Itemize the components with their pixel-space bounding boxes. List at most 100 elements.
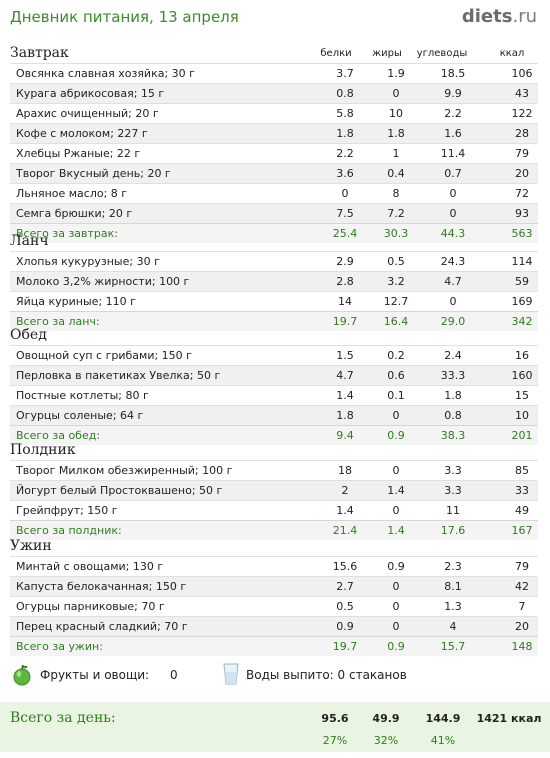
meal-total-row-kcal: 201 xyxy=(511,429,533,442)
food-row-kcal: 28 xyxy=(515,127,529,140)
food-row-protein: 2 xyxy=(341,484,349,497)
food-row-label: Арахис очищенный; 20 г xyxy=(16,107,159,120)
meal-section: Полдник Творог Милком обезжиренный; 100 г… xyxy=(10,441,538,540)
food-row-label: Кофе с молоком; 227 г xyxy=(16,127,148,140)
meal-title: Обед xyxy=(10,327,47,343)
food-row-fat: 0 xyxy=(392,464,400,477)
food-row: Творог Милком обезжиренный; 100 г 18 0 3.3 8… xyxy=(10,460,538,480)
food-row-protein: 0 xyxy=(341,187,349,200)
food-row-label: Постные котлеты; 80 г xyxy=(16,389,149,402)
food-row-fat: 0.9 xyxy=(387,560,405,573)
meal-section: Завтрак Овсянка славная хозяйка; 30 г 3.7 1… xyxy=(10,44,538,243)
food-row-kcal: 85 xyxy=(515,464,529,477)
food-row-protein: 1.5 xyxy=(336,349,354,362)
food-row-carbs: 2.2 xyxy=(444,107,462,120)
meal-total-row-carbs: 29.0 xyxy=(440,315,466,328)
day-fat: 49.9 xyxy=(372,712,400,725)
food-row-label: Хлопья кукурузные; 30 г xyxy=(16,255,160,268)
meal-total-row-label: Всего за обед: xyxy=(16,429,101,442)
food-row-label: Капуста белокачанная; 150 г xyxy=(16,580,187,593)
meal-total-row: Всего за обед: 9.4 0.9 38.3 201 xyxy=(10,425,538,445)
food-row-label: Творог Милком обезжиренный; 100 г xyxy=(16,464,233,477)
day-kcal: 1421 ккал xyxy=(476,712,542,725)
food-row-fat: 0 xyxy=(392,600,400,613)
food-row-label: Перец красный сладкий; 70 г xyxy=(16,620,188,633)
food-row-protein: 2.9 xyxy=(336,255,354,268)
water-label: Воды выпито: 0 стаканов xyxy=(246,668,407,682)
food-row-label: Огурцы парниковые; 70 г xyxy=(16,600,165,613)
meal-total-row-fat: 0.9 xyxy=(387,640,405,653)
meal-section: Ужин Минтай с овощами; 130 г 15.6 0.9 2.3 79 К… xyxy=(10,537,538,656)
meal-total-row: Всего за завтрак: 25.4 30.3 44.3 563 xyxy=(10,223,538,243)
meal-total-row-carbs: 15.7 xyxy=(440,640,466,653)
meal-total-row: Всего за полдник: 21.4 1.4 17.6 167 xyxy=(10,520,538,540)
food-row-carbs: 1.3 xyxy=(444,600,462,613)
food-row-protein: 1.8 xyxy=(336,409,354,422)
food-row: Творог Вкусный день; 20 г 3.6 0.4 0.7 20 xyxy=(10,163,538,183)
food-row-carbs: 11.4 xyxy=(440,147,466,160)
food-row-carbs: 3.3 xyxy=(444,484,462,497)
day-total-label: Всего за день: xyxy=(10,710,116,726)
food-row-carbs: 0 xyxy=(449,207,457,220)
food-row-carbs: 0.8 xyxy=(444,409,462,422)
food-row-carbs: 8.1 xyxy=(444,580,462,593)
food-row-protein: 1.4 xyxy=(336,504,354,517)
food-row-fat: 1 xyxy=(392,147,400,160)
food-row-fat: 0 xyxy=(392,580,400,593)
food-row: Льняное масло; 8 г 0 8 0 72 xyxy=(10,183,538,203)
day-carbs-percent: 41% xyxy=(430,734,456,747)
food-row-kcal: 42 xyxy=(515,580,529,593)
meal-total-row-carbs: 17.6 xyxy=(440,524,466,537)
food-row-carbs: 0.7 xyxy=(444,167,462,180)
food-row-fat: 1.8 xyxy=(387,127,405,140)
food-row-kcal: 93 xyxy=(515,207,529,220)
page-header: Дневник питания, 13 апреля diets.ru xyxy=(0,0,550,38)
food-row: Овощной суп с грибами; 150 г 1.5 0.2 2.4 16 xyxy=(10,345,538,365)
food-row: Огурцы соленые; 64 г 1.8 0 0.8 10 xyxy=(10,405,538,425)
fruits-label: Фрукты и овощи: xyxy=(40,668,150,682)
apple-icon xyxy=(13,664,31,686)
meal-total-row-protein: 19.7 xyxy=(332,640,358,653)
meal-total-row-protein: 19.7 xyxy=(332,315,358,328)
food-row-carbs: 11 xyxy=(446,504,460,517)
food-row-kcal: 79 xyxy=(515,147,529,160)
food-row-fat: 10 xyxy=(389,107,403,120)
column-header-fat: жиры xyxy=(372,48,402,59)
food-row-protein: 2.2 xyxy=(336,147,354,160)
food-row: Хлопья кукурузные; 30 г 2.9 0.5 24.3 114 xyxy=(10,251,538,271)
meal-title: Ужин xyxy=(10,538,52,554)
food-row-fat: 0.2 xyxy=(387,349,405,362)
food-row-label: Курага абрикосовая; 15 г xyxy=(16,87,165,100)
meal-total-row-protein: 9.4 xyxy=(336,429,354,442)
food-row-protein: 1.4 xyxy=(336,389,354,402)
logo-main: diets xyxy=(461,6,513,27)
meal-total-row: Всего за ланч: 19.7 16.4 29.0 342 xyxy=(10,311,538,331)
food-row-carbs: 24.3 xyxy=(440,255,466,268)
food-row-carbs: 33.3 xyxy=(440,369,466,382)
food-row-fat: 8 xyxy=(392,187,400,200)
food-row-kcal: 49 xyxy=(515,504,529,517)
food-row: Постные котлеты; 80 г 1.4 0.1 1.8 15 xyxy=(10,385,538,405)
site-logo[interactable]: diets.ru xyxy=(462,6,537,27)
logo-tld: .ru xyxy=(512,6,537,27)
food-row-carbs: 0 xyxy=(449,187,457,200)
food-row: Огурцы парниковые; 70 г 0.5 0 1.3 7 xyxy=(10,596,538,616)
food-row: Овсянка славная хозяйка; 30 г 3.7 1.9 18.5 1… xyxy=(10,63,538,83)
food-row-fat: 0.5 xyxy=(387,255,405,268)
food-row-fat: 7.2 xyxy=(387,207,405,220)
food-row-carbs: 4 xyxy=(449,620,457,633)
food-row: Капуста белокачанная; 150 г 2.7 0 8.1 42 xyxy=(10,576,538,596)
food-row: Хлебцы Ржаные; 22 г 2.2 1 11.4 79 xyxy=(10,143,538,163)
food-row-protein: 2.8 xyxy=(336,275,354,288)
food-row-protein: 1.8 xyxy=(336,127,354,140)
day-total-panel: Всего за день: 95.6 49.9 144.9 1421 ккал… xyxy=(0,702,550,752)
food-row-label: Минтай с овощами; 130 г xyxy=(16,560,164,573)
food-row-carbs: 1.6 xyxy=(444,127,462,140)
meal-total-row-label: Всего за полдник: xyxy=(16,524,122,537)
food-row-fat: 0 xyxy=(392,620,400,633)
food-row-protein: 2.7 xyxy=(336,580,354,593)
food-row-kcal: 79 xyxy=(515,560,529,573)
food-row-protein: 5.8 xyxy=(336,107,354,120)
food-row-kcal: 169 xyxy=(511,295,533,308)
food-row-fat: 1.4 xyxy=(387,484,405,497)
